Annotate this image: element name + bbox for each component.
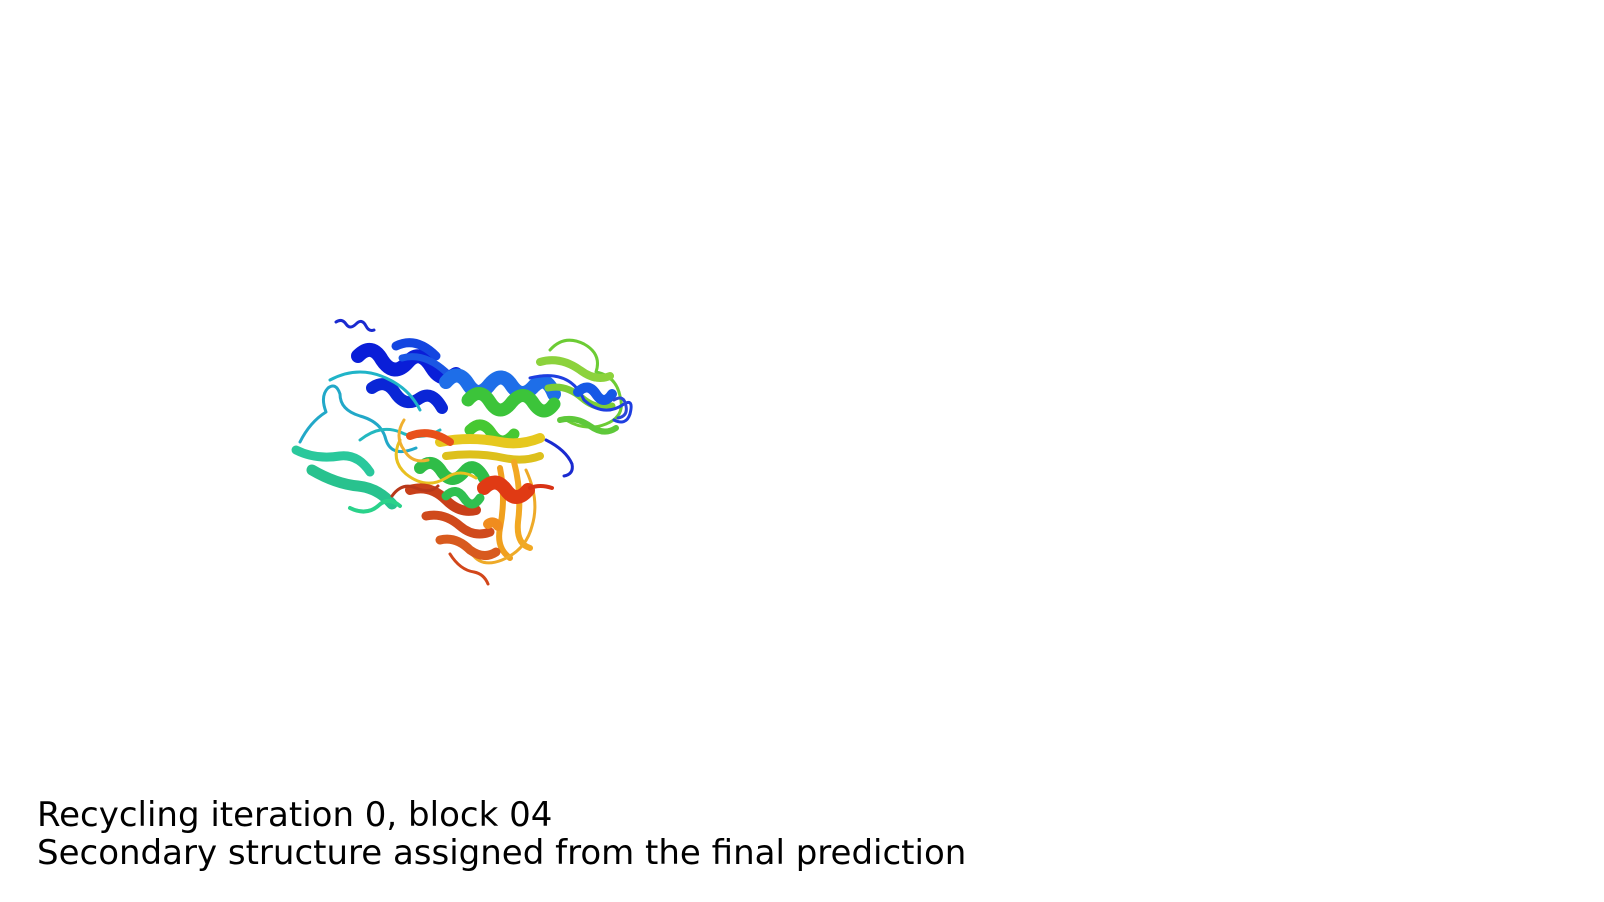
helix-blue-2 <box>366 378 448 414</box>
strand-red-2 <box>528 484 554 490</box>
helix-green-1 <box>461 387 561 418</box>
coil-darkorange-2 <box>390 484 440 498</box>
helix-lightblue <box>439 368 561 401</box>
coil-yellow <box>394 438 478 485</box>
caption: Recycling iteration 0, block 04 Secondar… <box>37 796 966 872</box>
helix-blue-1 <box>351 343 463 385</box>
coil-orange-left <box>397 418 430 463</box>
strand-teal-2 <box>306 464 398 510</box>
caption-line-secondary-structure: Secondary structure assigned from the fi… <box>37 833 967 873</box>
strand-red-1 <box>406 429 454 446</box>
strand-yellow-2 <box>442 450 544 464</box>
coil-orange <box>470 468 537 565</box>
strand-yellow-1 <box>435 433 545 449</box>
strand-green-right-3 <box>557 415 619 435</box>
strand-blue-2 <box>398 353 450 376</box>
helix-red <box>477 475 535 504</box>
coil-blue-lower <box>544 438 574 478</box>
caption-line-iteration: Recycling iteration 0, block 04 <box>37 795 553 835</box>
strand-darkorange-3 <box>435 534 501 560</box>
strand-teal-1 <box>291 445 375 477</box>
coil-green-right <box>548 338 623 429</box>
coil-darkorange <box>448 552 490 586</box>
helix-green-lower <box>441 487 485 509</box>
helix-green-2 <box>414 456 490 485</box>
helix-blue-right <box>573 382 617 405</box>
n-terminal-coil <box>334 318 376 332</box>
coil-blue-right <box>528 374 633 424</box>
strand-blue-1 <box>391 338 441 361</box>
coil-cyan-2 <box>328 370 422 412</box>
coil-right-end <box>612 396 628 420</box>
coil-teal <box>348 499 402 514</box>
strand-green-right-1 <box>536 356 614 382</box>
coil-cyan-1 <box>298 384 418 454</box>
strand-darkorange-2 <box>421 510 495 539</box>
knob-orange <box>483 517 503 531</box>
